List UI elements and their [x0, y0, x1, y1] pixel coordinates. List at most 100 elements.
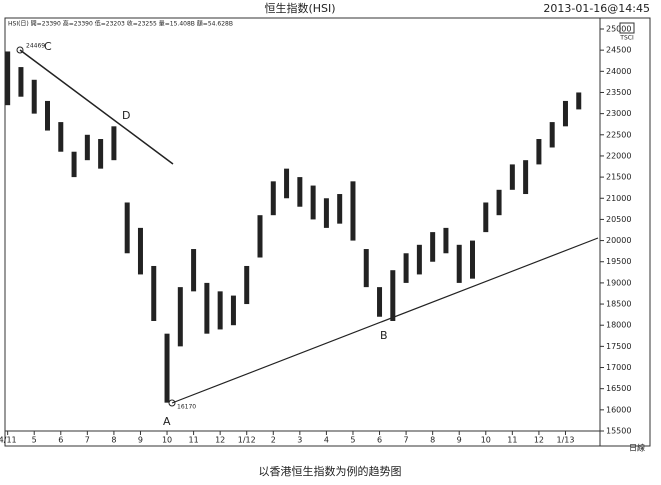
chart-title: 恒生指数(HSI) [264, 1, 335, 15]
range-bar [523, 160, 529, 195]
y-tick-label: 24000 [606, 67, 631, 76]
point-marker [168, 399, 176, 407]
range-bar [416, 244, 422, 275]
range-bar [377, 287, 383, 317]
annotation: D [122, 109, 130, 122]
x-tick-label: 7 [404, 436, 409, 445]
y-tick-label: 22000 [606, 151, 631, 160]
x-tick-label: 4/11 [0, 436, 17, 445]
y-tick-label: 15500 [606, 427, 631, 436]
x-tick-label: 11 [189, 436, 199, 445]
range-bar [576, 92, 582, 110]
range-bar [337, 194, 343, 224]
range-bar [496, 189, 502, 216]
range-bar [509, 164, 515, 190]
range-bar [323, 198, 329, 228]
y-tick-label: 16000 [606, 405, 631, 414]
y-tick-label: 22500 [606, 130, 631, 139]
x-tick-label: 10 [162, 436, 172, 445]
range-bar [430, 232, 436, 262]
x-tick-label: 1/13 [556, 436, 574, 445]
range-bar [403, 253, 409, 283]
range-bar [257, 215, 263, 258]
x-tick-label: 1/12 [238, 436, 256, 445]
y-tick-label: 20000 [606, 236, 631, 245]
range-bar [58, 122, 64, 152]
period: 日線 [629, 443, 645, 453]
y-tick-label: 24500 [606, 46, 631, 55]
range-bar [71, 151, 77, 178]
y-tick-label: 23000 [606, 109, 631, 118]
annotation: C [44, 40, 52, 53]
y-tick-label: 18000 [606, 321, 631, 330]
x-tick-label: 8 [430, 436, 435, 445]
x-tick-label: 5 [350, 436, 355, 445]
range-bar [18, 67, 24, 97]
x-tick-label: 5 [32, 436, 37, 445]
range-bar [284, 168, 290, 199]
y-tick-label: 17500 [606, 342, 631, 351]
x-tick-label: 6 [58, 436, 63, 445]
range-bar [363, 249, 369, 288]
range-bar [562, 100, 568, 127]
timestamp: 2013-01-16@14:45 [543, 2, 650, 15]
x-tick-label: 4 [324, 436, 329, 445]
range-bar [483, 202, 489, 233]
annotation: B [380, 329, 388, 342]
annotation: A [163, 415, 171, 428]
x-tick-label: 12 [215, 436, 225, 445]
range-bar [310, 185, 316, 220]
range-bar [230, 295, 236, 326]
y-tick-label: 16500 [606, 384, 631, 393]
plot-frame [4, 17, 601, 447]
x-tick-label: 2 [271, 436, 276, 445]
range-bar [204, 282, 210, 334]
y-axis-frame [599, 17, 651, 447]
range-bar [84, 134, 90, 161]
range-bar [151, 265, 157, 321]
range-bar [177, 287, 183, 347]
trend-line [19, 49, 174, 165]
x-tick-label: 10 [481, 436, 491, 445]
y-tick-label: 19500 [606, 257, 631, 266]
range-bar [137, 227, 143, 275]
y-tick-label: 20500 [606, 215, 631, 224]
range-bar [244, 265, 250, 305]
range-bar [470, 240, 475, 279]
x-tick-label: 6 [377, 436, 382, 445]
logo: TSCI [619, 35, 634, 42]
range-bar [390, 270, 396, 321]
range-bar [297, 177, 303, 207]
y-tick-label: 21500 [606, 173, 631, 182]
range-bar [31, 79, 37, 114]
y-tick-label: 23500 [606, 88, 631, 97]
range-bar [5, 51, 11, 106]
range-bar [350, 181, 356, 241]
caption: 以香港恒生指数为例的趋势图 [259, 464, 402, 478]
point-marker [16, 46, 24, 54]
range-bar [98, 139, 104, 169]
x-tick-label: 9 [457, 436, 462, 445]
y-tick-label: 19000 [606, 278, 631, 287]
range-bar [456, 244, 462, 283]
x-tick-label: 9 [138, 436, 143, 445]
x-tick-label: 12 [534, 436, 544, 445]
annotation: 16170 [177, 404, 196, 411]
range-bar [270, 181, 276, 216]
logo-icon [619, 22, 635, 34]
x-tick-label: 3 [297, 436, 302, 445]
x-tick-label: 11 [507, 436, 517, 445]
range-bar [124, 202, 130, 254]
y-tick-label: 21000 [606, 194, 631, 203]
range-bar [45, 100, 50, 131]
x-tick-label: 8 [111, 436, 116, 445]
annotation: 24469 [26, 43, 45, 50]
range-bar [191, 249, 197, 292]
range-bar [111, 126, 117, 161]
x-tick-label: 7 [85, 436, 90, 445]
range-bar [164, 333, 170, 403]
range-bar [536, 139, 542, 165]
trend-line [171, 237, 599, 404]
y-tick-label: 17000 [606, 363, 631, 372]
